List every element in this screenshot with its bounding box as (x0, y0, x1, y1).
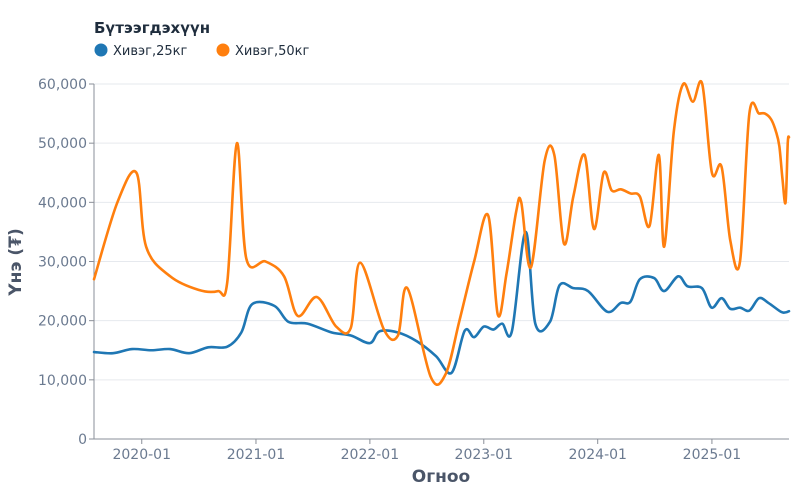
x-tick-label: 2020-01 (112, 447, 171, 463)
plot-area (92, 80, 791, 386)
y-axis-title: Үнэ (₮) (6, 228, 26, 296)
legend-swatch-series-2 (216, 43, 230, 57)
x-axis-title: Огноо (412, 467, 470, 487)
y-tick-label: 50,000 (38, 136, 87, 152)
y-tick-label: 20,000 (38, 314, 87, 330)
y-tick-label: 10,000 (38, 373, 87, 389)
series-line-1 (92, 230, 791, 375)
legend-label-series-2: Хивэг,50кг (235, 44, 310, 59)
legend-label-series-1: Хивэг,25кг (113, 44, 188, 59)
x-tick-label: 2025-01 (683, 447, 742, 463)
y-tick-label: 60,000 (38, 77, 87, 93)
axes: 0 10,000 20,000 30,000 40,000 50,000 60,000 202… (38, 77, 789, 463)
x-tick-label: 2022-01 (341, 447, 400, 463)
legend-swatch-series-1 (94, 43, 108, 57)
series-1 (92, 230, 791, 375)
legend: Бүтээгдэхүүн Хивэг,25кг Хивэг,50кг (94, 19, 310, 59)
series-2 (92, 80, 791, 386)
y-tick-label: 30,000 (38, 255, 87, 271)
y-tick-label: 40,000 (38, 195, 87, 211)
x-tick-label: 2023-01 (455, 447, 514, 463)
series-line-2 (92, 80, 791, 386)
x-tick-label: 2024-01 (568, 447, 627, 463)
legend-title: Бүтээгдэхүүн (94, 19, 210, 37)
x-tick-label: 2021-01 (227, 447, 286, 463)
gridlines (94, 83, 789, 381)
y-tick-label: 0 (78, 432, 87, 448)
